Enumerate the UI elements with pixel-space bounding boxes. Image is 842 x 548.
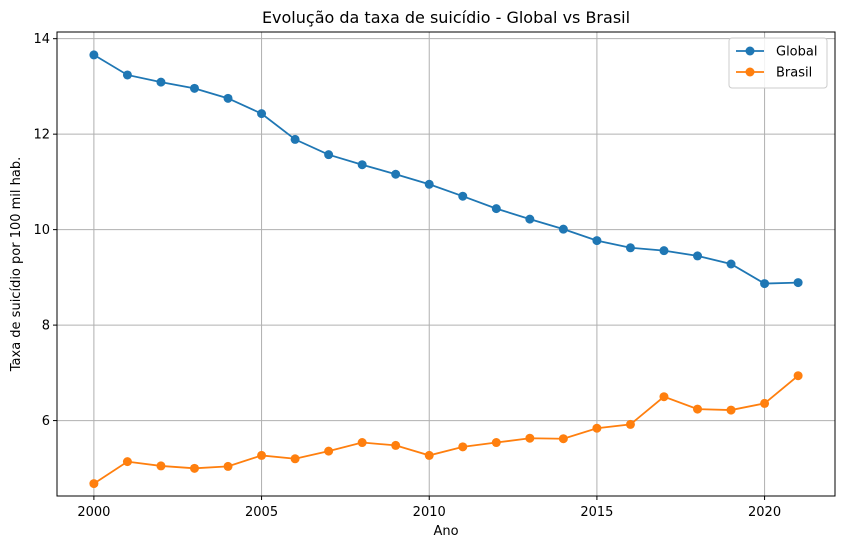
data-point-global [693,251,703,261]
data-point-brasil [89,479,99,489]
data-point-global [324,150,334,160]
series-line-global [93,54,799,285]
data-point-global [223,93,233,103]
data-point-global [391,169,401,179]
legend-marker-brasil [745,67,755,77]
data-point-global [156,77,166,87]
data-point-brasil [223,461,233,471]
data-point-global [558,224,568,234]
data-point-brasil [122,457,132,467]
data-point-global [89,50,99,60]
x-tick-label: 2000 [77,505,110,520]
data-point-brasil [391,440,401,450]
x-tick-label: 2020 [748,505,781,520]
data-point-brasil [324,446,334,456]
data-point-global [592,236,602,246]
data-point-brasil [290,454,300,464]
legend: Global Brasil [728,37,828,89]
plot-frame [56,31,836,497]
data-point-global [357,160,367,170]
series-line-brasil [93,375,799,485]
data-point-brasil [592,423,602,433]
grid [57,32,835,496]
y-tick-label: 12 [33,128,50,143]
data-point-global [458,191,468,201]
data-point-brasil [693,404,703,414]
y-tick-label: 6 [42,414,50,429]
series-global [89,50,803,289]
data-point-brasil [458,442,468,452]
data-point-global [525,214,535,224]
data-point-brasil [625,419,635,429]
series-layer [89,50,803,489]
legend-marker-global [745,46,755,56]
data-point-brasil [357,438,367,448]
data-point-global [793,278,803,288]
data-point-global [726,259,736,269]
data-point-global [760,279,770,289]
data-point-brasil [424,450,434,460]
data-point-brasil [156,461,166,471]
data-point-global [189,83,199,93]
y-tick-label: 14 [33,32,50,47]
data-point-global [290,134,300,144]
data-point-brasil [189,463,199,473]
data-point-global [625,243,635,253]
data-point-global [424,179,434,189]
series-brasil [89,371,803,489]
x-tick-label: 2005 [245,505,278,520]
data-point-brasil [659,392,669,402]
data-point-brasil [491,438,501,448]
y-tick-label: 8 [42,319,50,334]
data-point-brasil [793,371,803,381]
data-point-global [122,70,132,80]
x-axis-label: Ano [433,524,458,539]
data-point-brasil [558,434,568,444]
data-point-brasil [257,450,267,460]
x-tick-label: 2010 [413,505,446,520]
ticks: 2000 2005 2010 2015 2020 6 8 10 12 14 [33,32,781,520]
y-axis-label: Taxa de suicídio por 100 mil hab. [9,157,24,373]
data-point-brasil [525,433,535,443]
legend-label-brasil: Brasil [776,66,812,81]
chart-title: Evolução da taxa de suicídio - Global vs… [262,8,630,27]
data-point-global [659,246,669,256]
data-point-global [257,109,267,119]
data-point-global [491,204,501,214]
x-tick-label: 2015 [580,505,613,520]
y-tick-label: 10 [33,223,50,238]
data-point-brasil [726,405,736,415]
data-point-brasil [760,398,770,408]
legend-label-global: Global [776,45,817,60]
